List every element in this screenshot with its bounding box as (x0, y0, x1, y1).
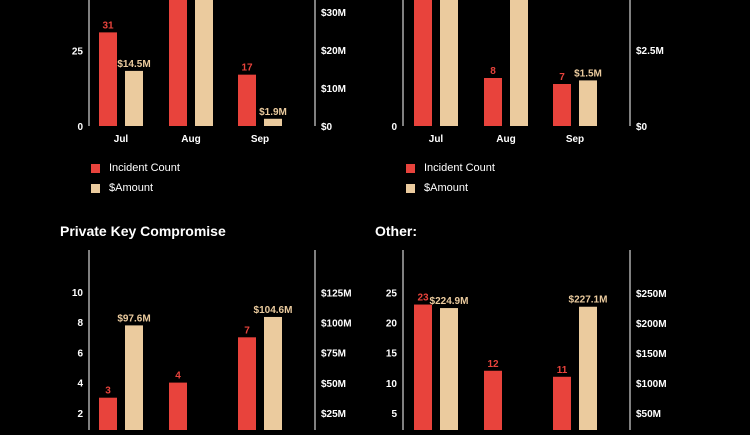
chart-title-other: Other: (375, 223, 417, 239)
category-label: Jul (114, 134, 129, 145)
count-data-label: 8 (490, 66, 496, 77)
right-tick-label: $0 (321, 122, 333, 133)
amount-data-label: $97.6M (117, 313, 150, 324)
count-data-label: 4 (175, 371, 181, 382)
right-tick-label: $2.5M (636, 46, 664, 57)
category-label: Sep (566, 134, 584, 145)
amount-swatch (91, 183, 100, 193)
amount-data-label: $1.5M (574, 68, 602, 79)
amount-swatch (406, 183, 415, 193)
legend-label: $Amount (424, 182, 469, 194)
amount-bar (264, 118, 282, 126)
right-tick-label: $200M (636, 319, 667, 330)
left-tick-label: 25 (72, 47, 84, 58)
amount-data-label: $227.1M (569, 295, 608, 306)
count-bar (238, 74, 256, 126)
amount-data-label: $224.9M (430, 296, 469, 307)
right-tick-label: $100M (636, 379, 667, 390)
category-label: Aug (496, 134, 515, 145)
amount-bar (579, 80, 597, 126)
right-tick-label: $75M (321, 349, 346, 360)
right-tick-label: $150M (636, 349, 667, 360)
left-tick-label: 0 (391, 122, 397, 133)
right-tick-label: $100M (321, 319, 352, 330)
category-label: Sep (251, 134, 269, 145)
count-bar (484, 78, 502, 126)
count-bar (169, 382, 187, 435)
legend-item-count-1: Incident Count (91, 162, 180, 174)
amount-bar (264, 316, 282, 435)
count-swatch (406, 163, 415, 173)
right-tick-label: $50M (636, 409, 661, 420)
amount-bar (510, 0, 528, 126)
left-tick-label: 4 (77, 379, 83, 390)
count-bar (169, 0, 187, 126)
right-tick-label: $20M (321, 46, 346, 57)
amount-bar (125, 325, 143, 435)
legend-item-amount-2: $Amount (406, 182, 468, 194)
count-data-label: 7 (244, 325, 250, 336)
legend-item-count-2: Incident Count (406, 162, 495, 174)
right-tick-label: $25M (321, 409, 346, 420)
amount-data-label: $1.9M (259, 107, 287, 118)
right-tick-label: $0 (636, 122, 648, 133)
left-tick-label: 0 (77, 122, 83, 133)
count-data-label: 17 (241, 63, 253, 74)
amount-bar (579, 306, 597, 435)
count-data-label: 11 (557, 365, 568, 376)
right-tick-label: $10M (321, 84, 346, 95)
legend-label: Incident Count (109, 162, 180, 174)
count-bar (414, 0, 432, 126)
amount-bar (440, 0, 458, 126)
left-tick-label: 8 (77, 318, 83, 329)
legend-label: Incident Count (424, 162, 495, 174)
count-bar (553, 84, 571, 126)
count-data-label: 3 (105, 386, 111, 397)
right-tick-label: $30M (321, 8, 346, 19)
left-tick-label: 25 (386, 289, 398, 300)
count-bar (99, 32, 117, 126)
right-tick-label: $50M (321, 379, 346, 390)
amount-bar (125, 70, 143, 126)
left-tick-label: 20 (386, 319, 398, 330)
count-swatch (91, 163, 100, 173)
count-data-label: 12 (487, 359, 499, 370)
left-tick-label: 10 (72, 288, 84, 299)
amount-data-label: $14.5M (117, 59, 150, 70)
chart-title-private-key-compromise: Private Key Compromise (60, 223, 226, 239)
count-bar (484, 370, 502, 435)
count-bar (99, 397, 117, 435)
left-tick-label: 2 (77, 409, 83, 420)
left-tick-label: 10 (386, 379, 398, 390)
legend-item-amount-1: $Amount (91, 182, 153, 194)
count-data-label: 7 (559, 72, 565, 83)
right-tick-label: $250M (636, 289, 667, 300)
amount-bar (440, 308, 458, 435)
left-tick-label: 5 (391, 409, 397, 420)
right-tick-label: $125M (321, 288, 352, 299)
category-label: Jul (429, 134, 444, 145)
legend-label: $Amount (109, 182, 154, 194)
count-data-label: 31 (102, 20, 114, 31)
left-tick-label: 15 (386, 349, 398, 360)
count-bar (414, 304, 432, 435)
count-bar (553, 376, 571, 435)
amount-bar (195, 0, 213, 126)
count-data-label: 23 (417, 293, 429, 304)
left-tick-label: 6 (77, 348, 83, 359)
amount-data-label: $104.6M (254, 305, 293, 316)
count-bar (238, 337, 256, 435)
category-label: Aug (181, 134, 200, 145)
